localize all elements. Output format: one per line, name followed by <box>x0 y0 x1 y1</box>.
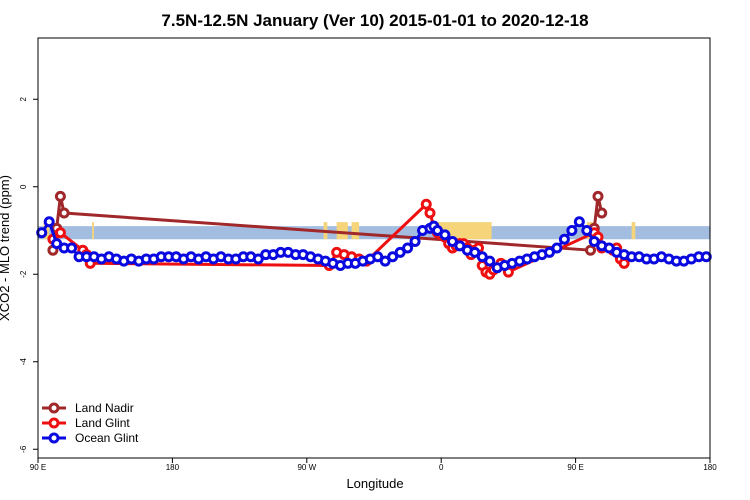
y-axis: -6 -4 -2 0 2 <box>19 96 38 453</box>
data-point-land-glint <box>618 257 630 269</box>
data-point-ocean-glint <box>379 255 391 267</box>
data-point-land-nadir <box>58 207 70 219</box>
data-point-land-nadir <box>585 244 597 256</box>
data-point-ocean-glint <box>543 246 555 258</box>
data-point-ocean-glint <box>566 225 578 236</box>
x-tick-label: 90 E <box>30 463 46 472</box>
x-tick-label: 0 <box>439 463 444 472</box>
legend-label-land-glint: Land Glint <box>75 416 130 430</box>
data-point-ocean-glint <box>603 242 615 254</box>
x-tick-label: 180 <box>166 463 180 472</box>
data-point-ocean-glint <box>394 246 406 258</box>
legend-label-ocean-glint: Ocean Glint <box>75 431 139 445</box>
data-point-ocean-glint <box>469 246 481 258</box>
y-tick-label: -4 <box>19 358 28 366</box>
chart-title: 7.5N-12.5N January (Ver 10) 2015-01-01 t… <box>161 11 588 30</box>
data-point-ocean-glint <box>36 227 48 239</box>
data-point-ocean-glint <box>484 255 496 267</box>
legend-marker-land-nadir <box>48 402 60 414</box>
data-point-land-glint <box>54 227 66 239</box>
data-point-ocean-glint <box>439 229 451 241</box>
data-point-ocean-glint <box>402 242 414 254</box>
data-point-ocean-glint <box>551 242 563 254</box>
data-point-ocean-glint <box>476 251 488 263</box>
ocean-band <box>38 226 710 240</box>
data-point-ocean-glint <box>558 233 570 245</box>
y-tick-label: -2 <box>19 270 28 278</box>
x-axis: 90 E 180 90 W 0 90 E 180 <box>30 458 717 472</box>
plot-frame <box>37 37 711 459</box>
y-tick-label: 2 <box>19 96 28 101</box>
data-point-ocean-glint <box>431 225 443 236</box>
data-point-ocean-glint <box>700 251 712 263</box>
data-point-ocean-glint <box>573 216 585 228</box>
legend-marker-ocean-glint <box>48 432 60 444</box>
legend-marker-land-glint <box>48 417 60 429</box>
plot-area <box>36 190 712 280</box>
y-axis-label: XCO2 - MLO trend (ppm) <box>0 175 12 321</box>
data-point-ocean-glint <box>252 253 264 265</box>
x-tick-label: 90 W <box>297 463 316 472</box>
data-point-land-nadir <box>54 190 66 202</box>
data-point-ocean-glint <box>43 216 55 228</box>
data-point-land-nadir <box>592 190 604 202</box>
y-tick-label: -6 <box>19 445 28 453</box>
data-point-ocean-glint <box>51 238 63 250</box>
data-point-ocean-glint <box>581 225 593 236</box>
land-band-segment <box>92 222 94 240</box>
data-point-ocean-glint <box>446 235 458 247</box>
land-band-segment <box>631 222 636 240</box>
x-tick-label: 180 <box>703 463 717 472</box>
data-point-ocean-glint <box>66 242 78 254</box>
land-band-segment <box>351 222 360 240</box>
data-point-ocean-glint <box>588 235 600 247</box>
y-tick-label: 0 <box>19 184 28 189</box>
data-point-land-nadir <box>596 207 608 219</box>
land-band-segment <box>336 222 348 240</box>
data-point-land-glint <box>420 198 432 210</box>
data-point-ocean-glint <box>454 240 466 252</box>
data-point-ocean-glint <box>409 235 421 247</box>
legend-label-land-nadir: Land Nadir <box>75 401 134 415</box>
data-point-ocean-glint <box>372 251 384 263</box>
data-point-ocean-glint <box>387 251 399 263</box>
data-point-land-glint <box>424 207 436 219</box>
x-tick-label: 90 E <box>567 463 583 472</box>
x-axis-label: Longitude <box>346 476 403 491</box>
